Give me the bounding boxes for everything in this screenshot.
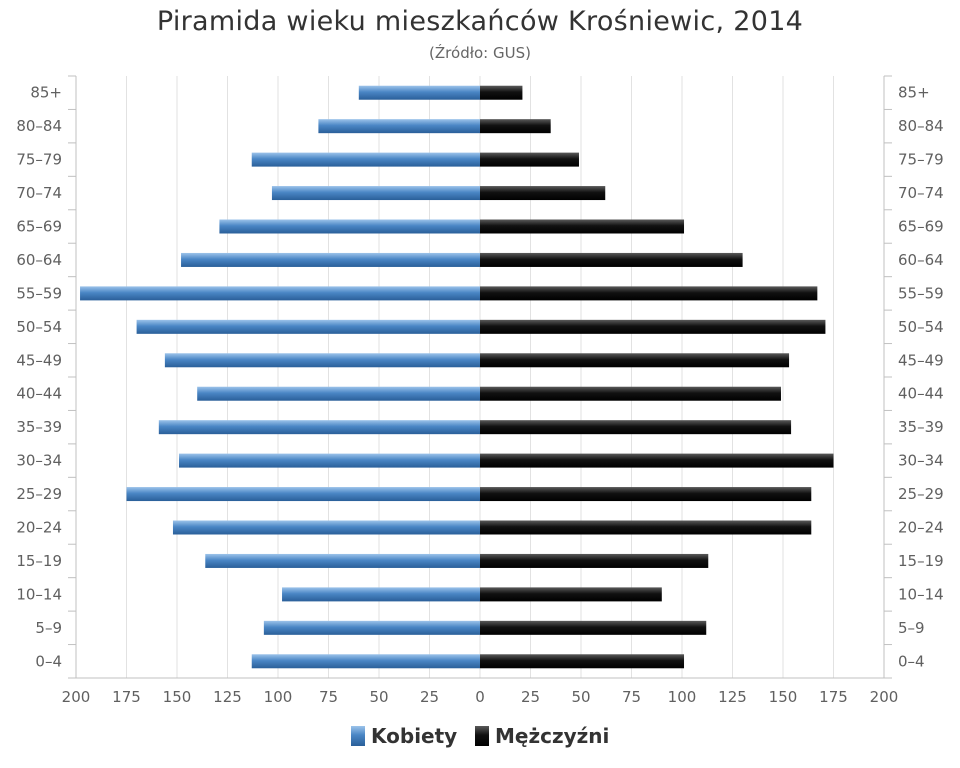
bar-kobiety-80-84[interactable] [318,119,480,134]
bar-kobiety-70-74[interactable] [271,186,480,201]
bar-mezczyzni-5-9[interactable] [480,620,707,635]
x-tick-label: 200 [62,688,91,706]
y-tick-label-left: 5–9 [35,619,62,637]
bar-kobiety-55-59[interactable] [80,286,480,301]
bar-kobiety-0-4[interactable] [251,654,480,669]
bar-mezczyzni-0-4[interactable] [480,654,685,669]
y-tick-label-left: 65–69 [16,218,62,236]
y-tick-label-left: 85+ [30,84,62,102]
x-tick-label: 50 [571,688,590,706]
y-tick-label-right: 15–19 [898,552,944,570]
y-tick-label-right: 80–84 [898,117,944,135]
y-tick-label-left: 35–39 [16,418,62,436]
bar-mezczyzni-70-74[interactable] [480,186,606,201]
bar-kobiety-40-44[interactable] [197,386,480,401]
bar-kobiety-75-79[interactable] [251,152,480,167]
x-tick-label: 50 [369,688,388,706]
x-tick-label: 75 [622,688,641,706]
bar-kobiety-15-19[interactable] [205,553,480,568]
bar-kobiety-35-39[interactable] [158,420,480,435]
legend-item-kobiety-swatch[interactable] [351,726,365,746]
x-tick-label: 100 [668,688,697,706]
bar-mezczyzni-20-24[interactable] [480,520,812,535]
bars [80,85,834,669]
legend-item-mezczyzni-label[interactable]: Mężczyźni [495,724,609,748]
x-tick-label: 25 [521,688,540,706]
bar-mezczyzni-35-39[interactable] [480,420,792,435]
x-tick-label: 100 [264,688,293,706]
bar-mezczyzni-85+[interactable] [480,85,523,100]
y-tick-label-left: 10–14 [16,585,62,603]
chart-subtitle: (Źródło: GUS) [429,44,531,62]
x-tick-label: 125 [213,688,242,706]
legend: Kobiety Mężczyźni [351,724,609,748]
y-tick-label-left: 50–54 [16,318,62,336]
bar-mezczyzni-60-64[interactable] [480,252,743,267]
bar-mezczyzni-75-79[interactable] [480,152,579,167]
bar-mezczyzni-80-84[interactable] [480,119,551,134]
legend-item-mezczyzni-swatch[interactable] [475,726,489,746]
y-tick-label-right: 35–39 [898,418,944,436]
bar-kobiety-10-14[interactable] [282,587,480,602]
axes: 200 175 150 125 100 75 50 25 0 25 50 75 100 125 150 175… [16,75,944,706]
bar-mezczyzni-40-44[interactable] [480,386,781,401]
y-tick-label-right: 45–49 [898,351,944,369]
x-tick-label: 200 [870,688,899,706]
bar-kobiety-65-69[interactable] [219,219,481,234]
y-tick-label-left: 80–84 [16,117,62,135]
bar-mezczyzni-65-69[interactable] [480,219,685,234]
y-tick-label-left: 20–24 [16,519,62,537]
x-tick-label: 0 [475,688,485,706]
y-tick-label-left: 55–59 [16,284,62,302]
bar-mezczyzni-50-54[interactable] [480,319,826,334]
bar-mezczyzni-15-19[interactable] [480,553,709,568]
y-tick-label-right: 65–69 [898,218,944,236]
y-tick-label-right: 20–24 [898,519,944,537]
bar-mezczyzni-10-14[interactable] [480,587,662,602]
y-tick-label-left: 30–34 [16,452,62,470]
y-tick-label-right: 70–74 [898,184,944,202]
y-tick-label-left: 75–79 [16,151,62,169]
y-tick-label-right: 60–64 [898,251,944,269]
bar-mezczyzni-30-34[interactable] [480,453,834,468]
bar-kobiety-25-29[interactable] [126,487,481,502]
bar-kobiety-20-24[interactable] [172,520,480,535]
y-tick-label-right: 30–34 [898,452,944,470]
y-tick-label-right: 5–9 [898,619,925,637]
chart-title: Piramida wieku mieszkańców Krośniewic, 2… [156,6,804,37]
x-tick-label: 25 [420,688,439,706]
x-tick-label: 125 [718,688,747,706]
y-tick-label-right: 25–29 [898,485,944,503]
y-tick-label-left: 60–64 [16,251,62,269]
y-tick-label-left: 15–19 [16,552,62,570]
x-tick-label: 150 [769,688,798,706]
bar-kobiety-50-54[interactable] [136,319,480,334]
bar-mezczyzni-25-29[interactable] [480,487,812,502]
y-tick-label-left: 70–74 [16,184,62,202]
y-tick-label-right: 40–44 [898,385,944,403]
x-tick-label: 175 [112,688,141,706]
bar-mezczyzni-55-59[interactable] [480,286,818,301]
x-tick-label: 175 [819,688,848,706]
y-tick-label-right: 75–79 [898,151,944,169]
legend-item-kobiety-label[interactable]: Kobiety [371,724,457,748]
y-tick-label-right: 55–59 [898,284,944,302]
x-tick-label: 75 [319,688,338,706]
y-tick-label-left: 0–4 [35,652,62,670]
bar-kobiety-30-34[interactable] [179,453,480,468]
y-tick-label-right: 50–54 [898,318,944,336]
bar-mezczyzni-45-49[interactable] [480,353,790,368]
y-tick-label-left: 25–29 [16,485,62,503]
bar-kobiety-60-64[interactable] [181,252,481,267]
y-tick-label-right: 85+ [898,84,930,102]
y-tick-label-right: 10–14 [898,585,944,603]
y-tick-label-left: 45–49 [16,351,62,369]
bar-kobiety-45-49[interactable] [164,353,480,368]
bar-kobiety-5-9[interactable] [263,620,480,635]
y-tick-label-left: 40–44 [16,385,62,403]
x-tick-label: 150 [163,688,192,706]
y-tick-label-right: 0–4 [898,652,925,670]
bar-kobiety-85+[interactable] [358,85,480,100]
